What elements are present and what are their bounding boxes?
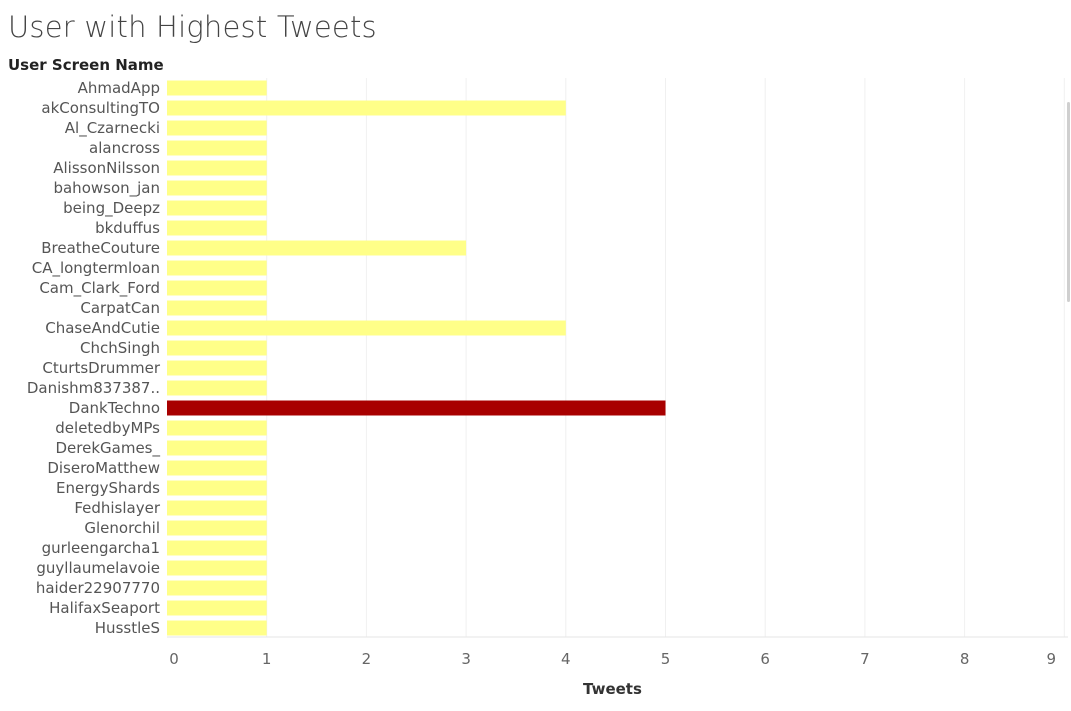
bar-alancross[interactable] — [167, 140, 267, 156]
category-label: DerekGames_ — [55, 439, 160, 458]
category-label: Danishm837387.. — [27, 379, 160, 397]
bar-ChchSingh[interactable] — [167, 340, 267, 356]
bars — [167, 80, 666, 636]
category-label: DiseroMatthew — [47, 459, 160, 477]
bar-DerekGames_[interactable] — [167, 440, 267, 456]
x-tick-label: 2 — [362, 650, 372, 668]
bar-deletedbyMPs[interactable] — [167, 420, 267, 436]
bar-bahowson_jan[interactable] — [167, 180, 267, 196]
bar-HusstleS[interactable] — [167, 620, 267, 636]
bar-EnergyShards[interactable] — [167, 480, 267, 496]
category-label: deletedbyMPs — [55, 419, 160, 437]
bar-Al_Czarnecki[interactable] — [167, 120, 267, 136]
bar-gurleengarcha1[interactable] — [167, 540, 267, 556]
x-axis-ticks: 0 1 2 3 4 5 6 7 8 9 — [169, 650, 1056, 668]
bar-akConsultingTO[interactable] — [167, 100, 566, 116]
category-label: HalifaxSeaport — [49, 599, 160, 617]
x-tick-label: 1 — [262, 650, 272, 668]
bar-haider22907770[interactable] — [167, 580, 267, 596]
x-tick-label: 3 — [461, 650, 471, 668]
bar-being_Deepz[interactable] — [167, 200, 267, 216]
category-label: CarpatCan — [80, 299, 160, 317]
category-label: gurleengarcha1 — [42, 539, 160, 557]
category-label: AlissonNilsson — [53, 159, 160, 177]
category-label: Cam_Clark_Ford — [39, 279, 160, 298]
bar-CA_longtermloan[interactable] — [167, 260, 267, 276]
x-axis-title: Tweets — [583, 680, 642, 698]
category-label: bahowson_jan — [53, 179, 160, 198]
bar-AhmadApp[interactable] — [167, 80, 267, 96]
bar-CturtsDrummer[interactable] — [167, 360, 267, 376]
bar-Cam_Clark_Ford[interactable] — [167, 280, 267, 296]
bar-CarpatCan[interactable] — [167, 300, 267, 316]
category-label: DankTechno — [69, 399, 160, 417]
category-label: Glenorchil — [84, 519, 160, 537]
vertical-scrollbar[interactable] — [1067, 102, 1070, 302]
category-label: HusstleS — [95, 619, 160, 637]
bar-bkduffus[interactable] — [167, 220, 267, 236]
bar-BreatheCouture[interactable] — [167, 240, 467, 256]
bar-ChaseAndCutie[interactable] — [167, 320, 566, 336]
bar-Danishm837387..[interactable] — [167, 380, 267, 396]
grid-lines — [167, 78, 1068, 638]
category-label: BreatheCouture — [41, 239, 160, 257]
bar-Glenorchil[interactable] — [167, 520, 267, 536]
category-label: being_Deepz — [63, 199, 160, 218]
category-label: CA_longtermloan — [32, 259, 160, 278]
x-tick-label: 7 — [860, 650, 870, 668]
bar-DankTechno[interactable] — [167, 400, 666, 416]
x-tick-label: 6 — [760, 650, 770, 668]
category-label: akConsultingTO — [41, 99, 160, 117]
x-tick-label: 8 — [960, 650, 970, 668]
category-label: Al_Czarnecki — [65, 119, 160, 138]
bar-DiseroMatthew[interactable] — [167, 460, 267, 476]
category-label: AhmadApp — [78, 79, 160, 97]
category-label: guyllaumelavoie — [36, 559, 160, 577]
bar-AlissonNilsson[interactable] — [167, 160, 267, 176]
category-label: haider22907770 — [36, 579, 160, 597]
category-label: bkduffus — [95, 219, 160, 237]
category-label: Fedhislayer — [74, 499, 161, 517]
category-label: CturtsDrummer — [42, 359, 160, 377]
chart-title: User with Highest Tweets — [8, 10, 377, 44]
category-label: ChaseAndCutie — [45, 319, 160, 337]
category-label: alancross — [89, 139, 160, 157]
bar-guyllaumelavoie[interactable] — [167, 560, 267, 576]
x-tick-label: 9 — [1047, 650, 1057, 668]
x-tick-label: 5 — [661, 650, 671, 668]
x-tick-label: 0 — [169, 650, 179, 668]
category-label: EnergyShards — [56, 479, 160, 497]
category-label: ChchSingh — [80, 339, 160, 357]
bar-Fedhislayer[interactable] — [167, 500, 267, 516]
x-tick-label: 4 — [561, 650, 571, 668]
category-labels: AhmadApp akConsultingTO Al_Czarneckialancr… — [27, 79, 161, 637]
bar-HalifaxSeaport[interactable] — [167, 600, 267, 616]
row-header: User Screen Name — [8, 56, 164, 74]
